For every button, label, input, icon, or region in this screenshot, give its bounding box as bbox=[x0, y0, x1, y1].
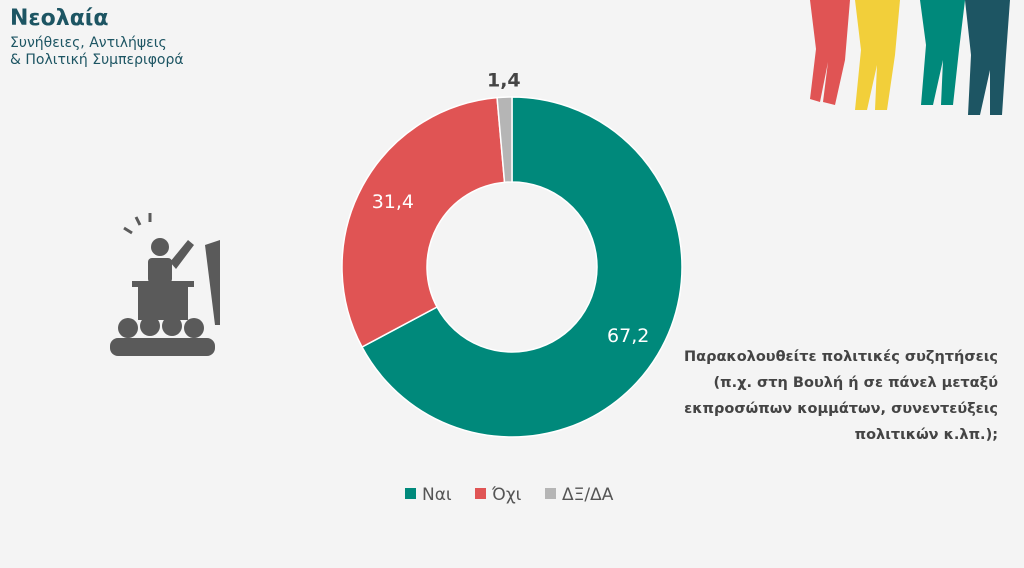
legend-label: Όχι bbox=[491, 485, 522, 505]
value-label: 1,4 bbox=[487, 70, 521, 92]
slide-subtitle: Συνήθειες, Αντιλήψεις bbox=[10, 35, 167, 51]
donut-slice bbox=[341, 96, 506, 349]
legend-label: ΔΞ/ΔΑ bbox=[562, 485, 614, 505]
value-label: 67,2 bbox=[607, 325, 649, 347]
youth-illustration bbox=[810, 0, 1010, 115]
slide-title: Νεολαία bbox=[10, 6, 109, 31]
question-text: (π.χ. στη Βουλή ή σε πάνελ μεταξύ bbox=[714, 375, 999, 391]
legend-swatch bbox=[545, 488, 556, 499]
question-text: Παρακολουθείτε πολιτικές συζητήσεις bbox=[684, 349, 998, 365]
value-label: 31,4 bbox=[372, 191, 414, 213]
donut-slice bbox=[496, 96, 513, 184]
question-text: εκπροσώπων κομμάτων, συνεντεύξεις bbox=[684, 401, 998, 417]
legend-label: Ναι bbox=[422, 485, 452, 505]
legend-swatch bbox=[475, 488, 486, 499]
speaker-icon bbox=[110, 213, 220, 356]
slide-subtitle: & Πολιτική Συμπεριφορά bbox=[10, 52, 184, 68]
legend-swatch bbox=[405, 488, 416, 499]
donut-slice bbox=[360, 96, 683, 438]
question-text: πολιτικών κ.λπ.); bbox=[855, 427, 998, 443]
